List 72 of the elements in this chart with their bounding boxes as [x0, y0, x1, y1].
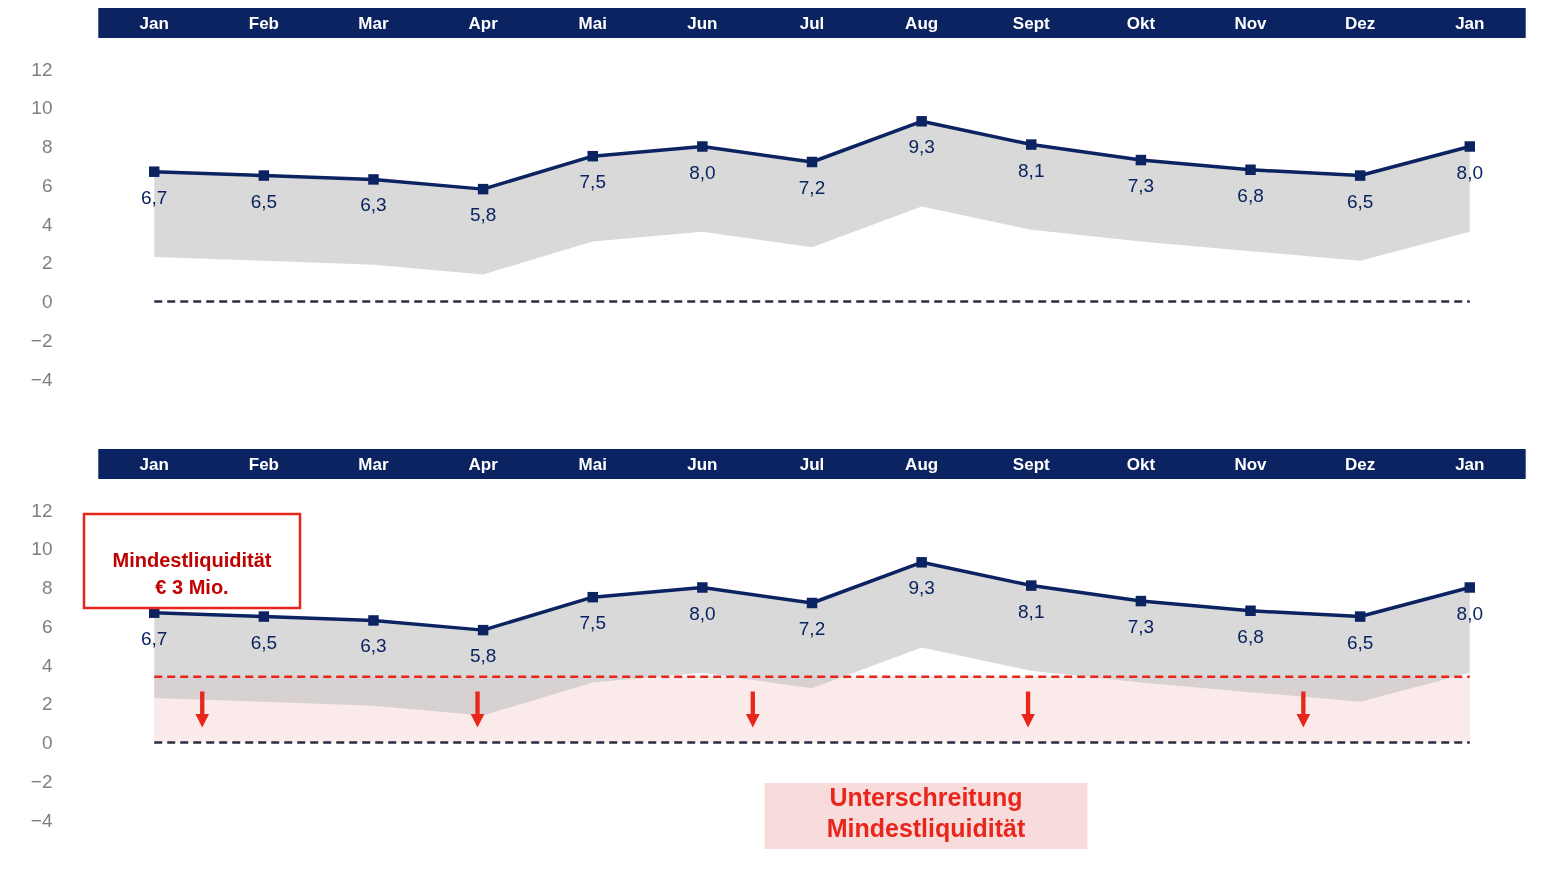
x-tick-label: Sept — [1012, 454, 1051, 474]
x-tick-label: Jan — [139, 13, 169, 33]
point — [1026, 139, 1037, 150]
x-tick-label: Mai — [578, 13, 607, 33]
point — [587, 150, 598, 162]
x-tick-label: Jan — [1455, 13, 1485, 33]
point — [1354, 611, 1366, 622]
point — [587, 591, 598, 603]
x-tick-label: Jan — [139, 454, 169, 474]
x-tick-label: Sept — [1012, 13, 1051, 33]
x-tick-label: Feb — [248, 454, 279, 474]
y-tick-label: 4 — [41, 213, 53, 235]
point — [477, 624, 489, 636]
y-tick-label: −4 — [30, 368, 53, 390]
label-frame: −4 −2 0 2 4 6 8 10 12 6,7 6,5 6,3 5,8 7,5 8,0 7,2 9,3 8,1 7,3 6,8 6,5 8,0 Jan Feb Mar Apr Mai Jun Jul Aug Sept Okt Nov Dez Jan −4 −2 0 2 4 6 8 10 12 6,7 6,5 6,3 5,8 7,5 8,0 7,2 9,3 8,1 7,3 6,8 6,5 8,0 Mindestliquidität € 3 Mio. Unterschreitung Mindestliquidität Jan Feb Mar Apr Mai Jun Jul Aug Sept Okt Nov Dez Jan — [30, 8, 1526, 849]
x-tick-label: Okt — [1126, 454, 1156, 474]
y-tick-label: 12 — [31, 499, 53, 521]
point — [697, 141, 708, 152]
y-tick-label: 2 — [41, 252, 53, 274]
point — [806, 156, 818, 168]
x-tick-label: Mai — [578, 454, 607, 474]
point — [368, 174, 379, 185]
x-tick-label: Jul — [799, 454, 825, 474]
point — [697, 582, 708, 593]
x-tick-label: Mar — [358, 13, 389, 33]
y-tick-label: 10 — [31, 97, 53, 119]
x-tick-label: Dez — [1345, 13, 1376, 33]
x-tick-label: Jun — [687, 454, 718, 474]
ref-line-label: Mindestliquidität € 3 Mio. — [112, 549, 272, 598]
y-tick-label: 6 — [41, 174, 53, 196]
y-tick-label: −2 — [30, 770, 53, 792]
x-tick-label: Nov — [1234, 13, 1268, 33]
y-tick-label: 8 — [41, 136, 53, 157]
point — [1245, 605, 1256, 616]
point — [148, 166, 160, 177]
point — [258, 170, 270, 181]
point — [916, 557, 927, 568]
x-tick-label: Jun — [687, 13, 718, 33]
point — [916, 116, 927, 127]
point — [258, 611, 270, 622]
y-tick-label: 0 — [41, 732, 53, 753]
x-tick-label: Jul — [799, 13, 825, 33]
point — [806, 597, 818, 609]
y-tick-label: 10 — [31, 538, 53, 560]
x-tick-label: Mar — [358, 454, 389, 474]
x-tick-label: Aug — [905, 13, 939, 33]
x-tick-label: Nov — [1234, 454, 1268, 474]
x-tick-label: Apr — [468, 454, 499, 474]
point — [1464, 141, 1476, 152]
x-tick-label: Okt — [1126, 13, 1156, 33]
y-tick-label: −2 — [30, 329, 53, 351]
x-tick-label: Jan — [1455, 454, 1485, 474]
y-tick-label: −4 — [30, 809, 53, 831]
x-tick-label: Apr — [468, 13, 499, 33]
x-tick-label: Dez — [1345, 454, 1376, 474]
x-tick-label: Aug — [905, 454, 939, 474]
point — [1026, 580, 1037, 591]
point — [1135, 154, 1147, 166]
y-tick-label: 2 — [41, 693, 53, 715]
point — [477, 183, 489, 195]
band-label: Unterschreitung Mindestliquidität — [826, 783, 1026, 842]
y-tick-label: 6 — [41, 615, 53, 637]
y-tick-label: 4 — [41, 654, 53, 676]
point — [1464, 582, 1476, 593]
y-tick-label: 0 — [41, 291, 53, 312]
point — [368, 615, 379, 626]
x-tick-label: Feb — [248, 13, 279, 33]
point — [1135, 595, 1147, 607]
y-tick-label: 8 — [41, 577, 53, 598]
y-tick-label: 12 — [31, 58, 53, 80]
point — [1245, 164, 1256, 175]
point — [1354, 170, 1366, 181]
